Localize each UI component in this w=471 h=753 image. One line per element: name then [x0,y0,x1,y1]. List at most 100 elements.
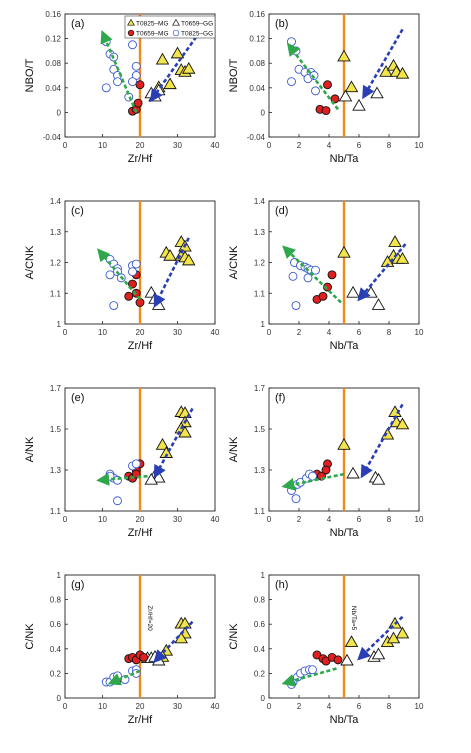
data-point [321,106,331,116]
x-axis-label: Zr/Hf [128,527,153,539]
data-point [386,631,401,644]
y-tick-label: 1.1 [254,289,266,298]
x-tick-label: 6 [357,328,362,337]
x-tick-label: 10 [98,328,107,337]
y-tick-label: 0.2 [254,669,266,678]
data-point [287,37,296,47]
panel-label: (f) [275,392,285,404]
x-axis-label: Nb/Ta [330,527,360,539]
chart-panel: 0 10 20 30 40 0 0.2 0.4 0.6 0.8 1 Zr/Hf C/NK (g) Zr/Hf… [24,571,220,726]
data-point [327,270,337,280]
green-trend-arrow [282,245,342,304]
y-axis-label: NBO/T [228,58,240,92]
x-tick-label: 0 [267,702,272,711]
y-tick-label: 0.16 [45,10,61,19]
y-axis-label: A/CNK [24,245,36,279]
x-tick-label: 10 [98,141,107,150]
x-tick-label: 8 [387,515,392,524]
y-tick-label: 1.5 [50,425,62,434]
x-axis-label: Zr/Hf [128,714,153,726]
data-point [337,49,351,62]
y-tick-label: 0.08 [249,59,265,68]
y-axis-label: NBO/T [24,58,36,92]
x-tick-label: 30 [173,515,182,524]
y-tick-label: 1.7 [254,384,266,393]
y-tick-label: 1.3 [50,228,62,237]
x-tick-label: 0 [63,141,68,150]
panel-label: (a) [71,18,84,30]
data-point [311,265,320,275]
data-point [128,279,137,289]
green-trend-arrow [286,42,340,111]
y-tick-label: 0.6 [254,620,266,629]
data-point [113,77,122,87]
data-point [379,65,393,77]
y-tick-label: 0.12 [249,35,265,44]
data-point [388,235,402,247]
x-axis-label: Nb/Ta [330,153,360,165]
legend-label: T0659–MG [136,30,169,37]
x-tick-label: 6 [357,702,362,711]
chart-panel: 0 10 20 30 40-0.0400.040.080.120.16Zr/HfNBO/… [24,10,220,165]
y-tick-label: 0.8 [50,596,62,605]
data-point [287,77,296,87]
y-tick-label: 0.04 [45,84,61,93]
y-tick-label: 1.7 [50,384,62,393]
y-tick-label: 1 [57,571,62,580]
data-point [395,66,410,79]
y-tick-label: 0.12 [45,35,61,44]
y-tick-label: 1.3 [254,466,266,475]
data-point [395,252,410,264]
y-tick-label: 0.4 [50,645,62,654]
panel-label: (d) [275,205,288,217]
x-tick-label: 4 [327,515,332,524]
data-point [333,655,343,665]
data-point [371,647,386,660]
y-tick-label: 0.6 [50,620,62,629]
y-tick-label: -0.04 [247,133,266,142]
y-tick-label: 0.08 [45,59,61,68]
data-point [131,459,141,469]
x-tick-label: 4 [327,328,332,337]
data-point [371,472,386,485]
data-point [113,496,122,506]
green-trend-arrow [281,667,337,687]
x-tick-label: 10 [415,141,424,150]
y-tick-label: 0.04 [249,84,265,93]
legend-marker [127,29,135,37]
data-point [311,86,320,96]
data-point [318,291,328,301]
data-point [101,83,111,93]
data-point [287,486,296,495]
x-axis-label: Nb/Ta [330,340,360,352]
data-point [352,98,366,111]
x-tick-label: 0 [267,515,272,524]
green-trend-arrow [281,472,345,491]
legend-box [124,15,216,39]
panels-layer: 0 10 20 30 40-0.0400.040.080.120.16Zr/HfNBO/… [24,10,424,726]
y-tick-label: 1.2 [254,259,266,268]
x-tick-label: 0 [267,141,272,150]
data-point [163,248,177,261]
data-point [371,298,386,310]
data-point [344,80,359,93]
x-tick-label: 20 [136,141,145,150]
y-tick-label: -0.04 [43,133,62,142]
data-point [144,472,159,485]
y-tick-label: 1.4 [50,197,62,206]
blue-trend-arrow [149,25,205,103]
y-tick-label: 1.4 [254,197,266,206]
x-tick-label: 2 [297,515,302,524]
data-point [135,80,145,90]
y-tick-label: 1.5 [254,425,266,434]
x-tick-label: 8 [387,141,392,150]
y-tick-label: 1 [261,320,266,329]
legend-label: T0825–GG [181,30,213,37]
x-tick-label: 40 [211,141,220,150]
data-point [344,635,359,647]
reference-line-label: Zr/Hf=20 [146,605,153,631]
data-point [139,652,149,662]
y-tick-label: 0 [57,694,62,703]
data-point [163,77,177,90]
